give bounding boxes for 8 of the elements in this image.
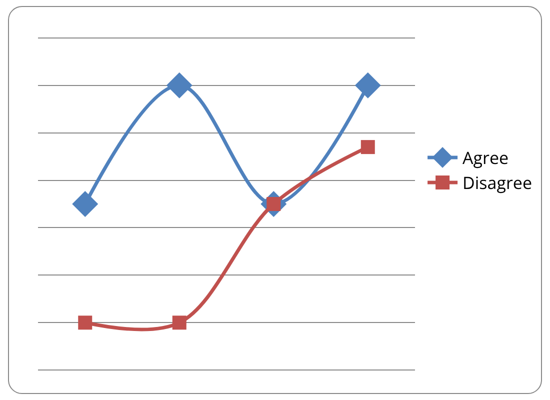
point (166, 72, 192, 98)
point (72, 191, 98, 217)
legend-label: Disagree (462, 171, 532, 194)
point (360, 140, 375, 154)
point (172, 316, 186, 330)
point (354, 72, 381, 98)
legend-label: Agree (462, 146, 509, 170)
point (78, 316, 92, 330)
